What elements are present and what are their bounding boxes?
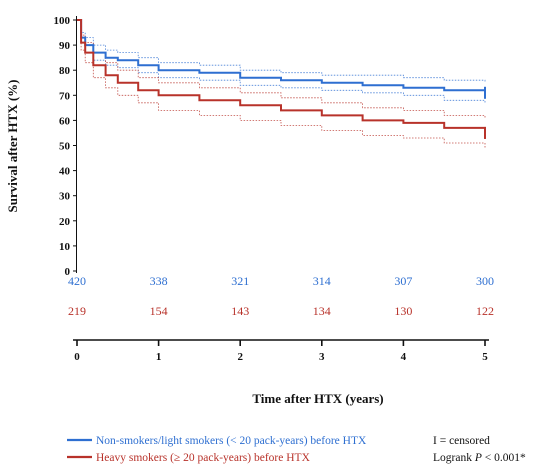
x-tick-label-3: 3 — [319, 351, 325, 363]
survival-curves — [77, 19, 486, 139]
x-tick-label-0: 0 — [74, 351, 80, 363]
ci-upper-heavy-smokers — [77, 19, 486, 118]
x-tick-label-1: 1 — [156, 351, 162, 363]
ci-upper-non-smokers — [77, 19, 486, 83]
y-tick-label-60: 60 — [59, 115, 71, 127]
x-axis-label: Time after HTX (years) — [252, 391, 383, 406]
logrank-note: Logrank P < 0.001* — [433, 452, 526, 464]
y-tick-label-40: 40 — [59, 166, 71, 178]
y-axis-label: Survival after HTX (%) — [5, 80, 20, 213]
curve-non-smokers — [77, 19, 486, 93]
at-risk-non-smokers-year-1: 338 — [150, 274, 168, 288]
legend-label-non-smokers: Non-smokers/light smokers (< 20 pack-yea… — [96, 435, 367, 447]
x-tick-label-2: 2 — [237, 351, 243, 363]
y-tick-label-20: 20 — [59, 216, 71, 228]
censored-note: I = censored — [433, 435, 490, 447]
at-risk-non-smokers-year-2: 321 — [231, 274, 249, 288]
at-risk-non-smokers-year-3: 314 — [313, 274, 331, 288]
at-risk-heavy-smokers-year-3: 134 — [313, 304, 331, 318]
at-risk-heavy-smokers-year-4: 130 — [394, 304, 412, 318]
legend: Non-smokers/light smokers (< 20 pack-yea… — [67, 435, 367, 464]
y-tick-label-90: 90 — [59, 40, 71, 52]
y-tick-label-80: 80 — [59, 65, 71, 77]
at-risk-non-smokers-year-0: 420 — [68, 274, 86, 288]
at-risk-non-smokers-year-4: 307 — [394, 274, 412, 288]
at-risk-heavy-smokers-year-0: 219 — [68, 304, 86, 318]
ci-lower-heavy-smokers — [77, 19, 486, 148]
x-tick-label-5: 5 — [482, 351, 488, 363]
y-tick-label-50: 50 — [59, 141, 71, 153]
numbers-at-risk: 420 338 321 314 307 300 219 154 143 134 130 122 — [68, 274, 494, 318]
y-tick-label-100: 100 — [54, 15, 71, 27]
y-tick-label-30: 30 — [59, 191, 71, 203]
at-risk-heavy-smokers-year-2: 143 — [231, 304, 249, 318]
legend-label-heavy-smokers: Heavy smokers (≥ 20 pack-years) before H… — [96, 452, 311, 464]
y-tick-label-0: 0 — [65, 266, 71, 278]
at-risk-heavy-smokers-year-5: 122 — [476, 304, 494, 318]
axes: 0 10 20 30 40 50 60 70 80 90 100 0 1 2 3 4 5 — [54, 15, 489, 363]
at-risk-non-smokers-year-5: 300 — [476, 274, 494, 288]
y-tick-label-70: 70 — [59, 90, 71, 102]
y-tick-label-10: 10 — [59, 241, 71, 253]
x-tick-label-4: 4 — [401, 351, 407, 363]
curve-heavy-smokers — [77, 19, 486, 133]
at-risk-heavy-smokers-year-1: 154 — [150, 304, 168, 318]
